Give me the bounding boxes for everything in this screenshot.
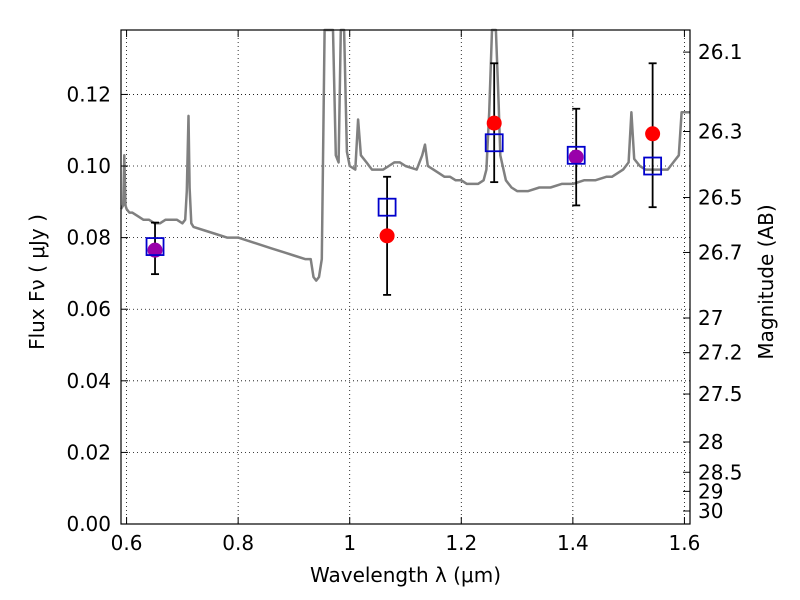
x-tick-label: 0.8 bbox=[222, 531, 254, 555]
model-point bbox=[643, 156, 663, 176]
model-point bbox=[377, 197, 397, 217]
observed-points bbox=[147, 115, 661, 258]
x-tick-label: 1 bbox=[343, 531, 356, 555]
y-tick-label: 0.04 bbox=[66, 369, 111, 393]
magnitude-tick-label: 29 bbox=[698, 479, 723, 503]
y-tick-label: 0.10 bbox=[66, 154, 111, 178]
model-point bbox=[566, 145, 586, 165]
magnitude-tick-label: 27 bbox=[698, 306, 723, 330]
magnitude-tick-label: 26.1 bbox=[698, 40, 743, 64]
magnitude-tick-label: 27.2 bbox=[698, 341, 743, 365]
observed-point bbox=[568, 149, 584, 165]
observed-point bbox=[379, 228, 395, 244]
x-tick-label: 1.2 bbox=[445, 531, 477, 555]
model-point bbox=[145, 237, 165, 256]
y-tick-label: 0.00 bbox=[66, 512, 111, 536]
spectrum-line bbox=[119, 28, 690, 282]
y-tick-label: 0.12 bbox=[66, 82, 111, 106]
x-tick-label: 0.6 bbox=[111, 531, 143, 555]
observed-point bbox=[147, 242, 163, 258]
y-axis-label: Flux Fν ( μJy ) bbox=[25, 214, 49, 350]
model-points bbox=[145, 133, 663, 256]
magnitude-tick-label: 28 bbox=[698, 430, 723, 454]
x-ticks: 0.6 0.8 1 1.2 1.4 1.6 bbox=[111, 30, 701, 555]
x-axis-label: Wavelength λ (μm) bbox=[310, 563, 501, 587]
model-point bbox=[484, 133, 504, 153]
magnitude-tick-label: 26.3 bbox=[698, 119, 743, 143]
magnitude-tick-label: 28.5 bbox=[698, 460, 743, 484]
y-ticks: 0.00 0.02 0.04 0.06 0.08 0.10 0.12 bbox=[66, 82, 128, 536]
spectrum-series bbox=[119, 28, 690, 282]
y-tick-label: 0.08 bbox=[66, 226, 111, 250]
x-tick-label: 1.4 bbox=[557, 531, 589, 555]
magnitude-tick-label: 27.5 bbox=[698, 382, 743, 406]
plot-frame bbox=[120, 29, 691, 525]
magnitude-axis-label: Magnitude (AB) bbox=[754, 204, 778, 359]
magnitude-tick-label: 26.7 bbox=[698, 240, 743, 264]
observed-point bbox=[486, 115, 502, 131]
y-tick-label: 0.02 bbox=[66, 440, 111, 464]
magnitude-tick-label: 30 bbox=[698, 499, 723, 523]
y-tick-label: 0.06 bbox=[66, 297, 111, 321]
observed-point bbox=[645, 126, 661, 142]
x-tick-label: 1.6 bbox=[669, 531, 701, 555]
magnitude-tick-label: 26.5 bbox=[698, 186, 743, 210]
